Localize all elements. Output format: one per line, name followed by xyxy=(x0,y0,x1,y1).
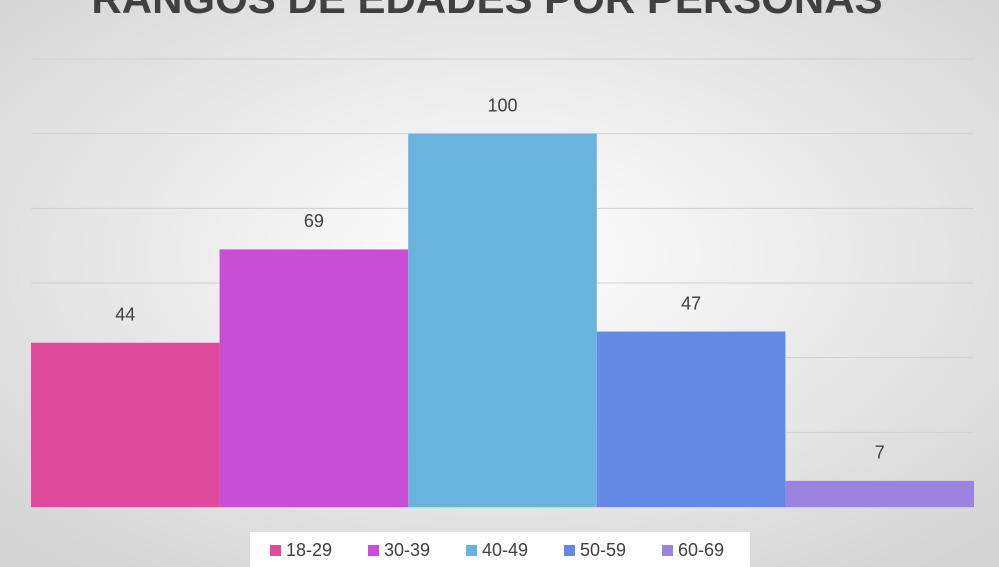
bar xyxy=(31,342,220,507)
legend-swatch xyxy=(270,545,281,556)
legend-label: 30-39 xyxy=(384,540,430,560)
bar xyxy=(596,331,786,507)
bar xyxy=(408,133,597,507)
data-label: 100 xyxy=(487,95,517,115)
legend-swatch xyxy=(662,545,673,556)
chart-title: RANGOS DE EDADES POR PERSONAS xyxy=(91,0,882,22)
data-label: 7 xyxy=(875,443,885,463)
bar xyxy=(785,480,974,507)
legend-label: 18-29 xyxy=(286,540,332,560)
legend-swatch xyxy=(564,545,575,556)
legend-label: 60-69 xyxy=(678,540,724,560)
legend-swatch xyxy=(466,545,477,556)
legend-swatch xyxy=(368,545,379,556)
legend-label: 40-49 xyxy=(482,540,528,560)
legend-label: 50-59 xyxy=(580,540,626,560)
bar xyxy=(219,249,409,507)
data-label: 44 xyxy=(115,304,135,324)
data-label: 47 xyxy=(681,293,701,313)
data-label: 69 xyxy=(304,211,324,231)
